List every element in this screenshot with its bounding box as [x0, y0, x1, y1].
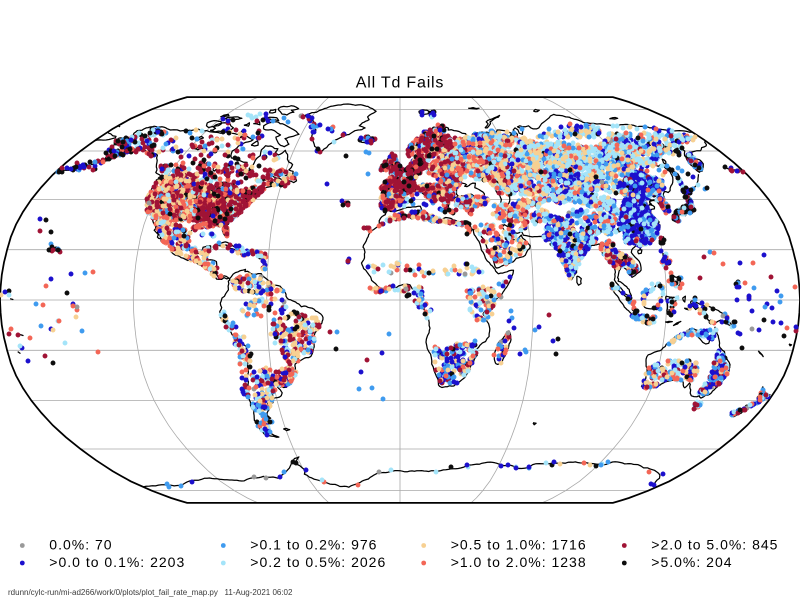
svg-text:>2.0 to 5.0%: 845: >2.0 to 5.0%: 845 — [651, 536, 778, 552]
svg-text:>0.1 to 0.2%: 976: >0.1 to 0.2%: 976 — [250, 536, 377, 552]
svg-text:rdunn/cylc-run/mi-ad266/work/0: rdunn/cylc-run/mi-ad266/work/0/plots/plo… — [8, 588, 293, 597]
svg-text:All Td Fails: All Td Fails — [356, 75, 444, 92]
svg-text:>1.0 to 2.0%: 1238: >1.0 to 2.0%: 1238 — [451, 554, 587, 570]
svg-text:>5.0%: 204: >5.0%: 204 — [651, 554, 732, 570]
svg-text:>0.5 to 1.0%: 1716: >0.5 to 1.0%: 1716 — [451, 536, 587, 552]
svg-text:>0.0 to 0.1%: 2203: >0.0 to 0.1%: 2203 — [49, 554, 185, 570]
svg-text:>0.2 to 0.5%: 2026: >0.2 to 0.5%: 2026 — [250, 554, 386, 570]
svg-text:0.0%: 70: 0.0%: 70 — [49, 536, 112, 552]
